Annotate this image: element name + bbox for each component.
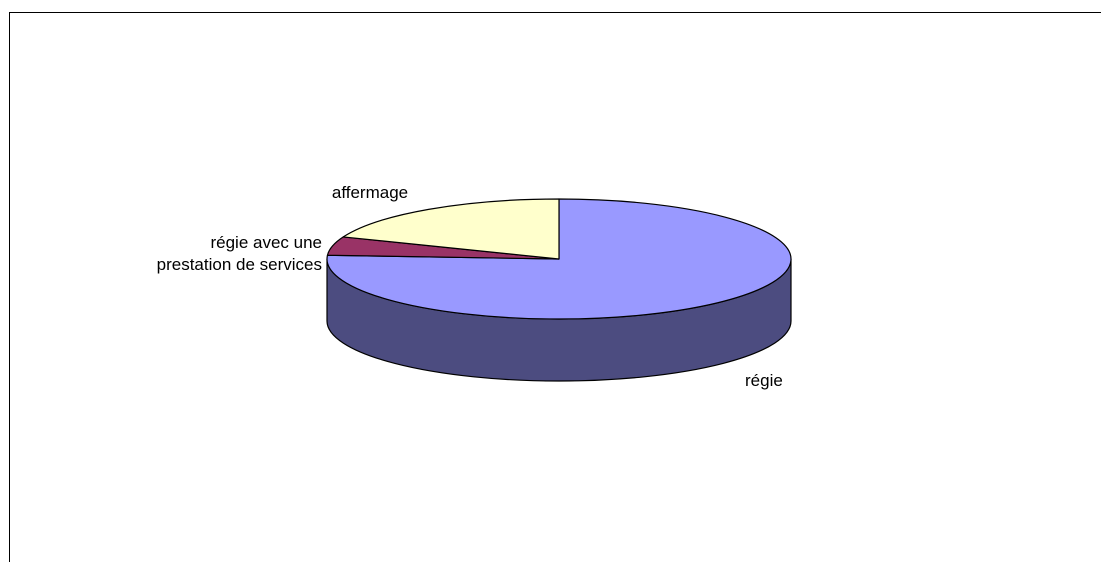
slice-label-affermage: affermage <box>332 183 408 202</box>
slice-label-regie-avec-une-prestation-de-services: régie avec une prestation de services <box>157 233 322 274</box>
slice-label-regie: régie <box>745 371 783 390</box>
chart-area <box>9 12 1101 562</box>
pie-slice-affermage <box>342 198 560 260</box>
pie-tops <box>326 198 792 320</box>
pie-labels: régie régie avec une prestation de service… <box>157 183 783 390</box>
